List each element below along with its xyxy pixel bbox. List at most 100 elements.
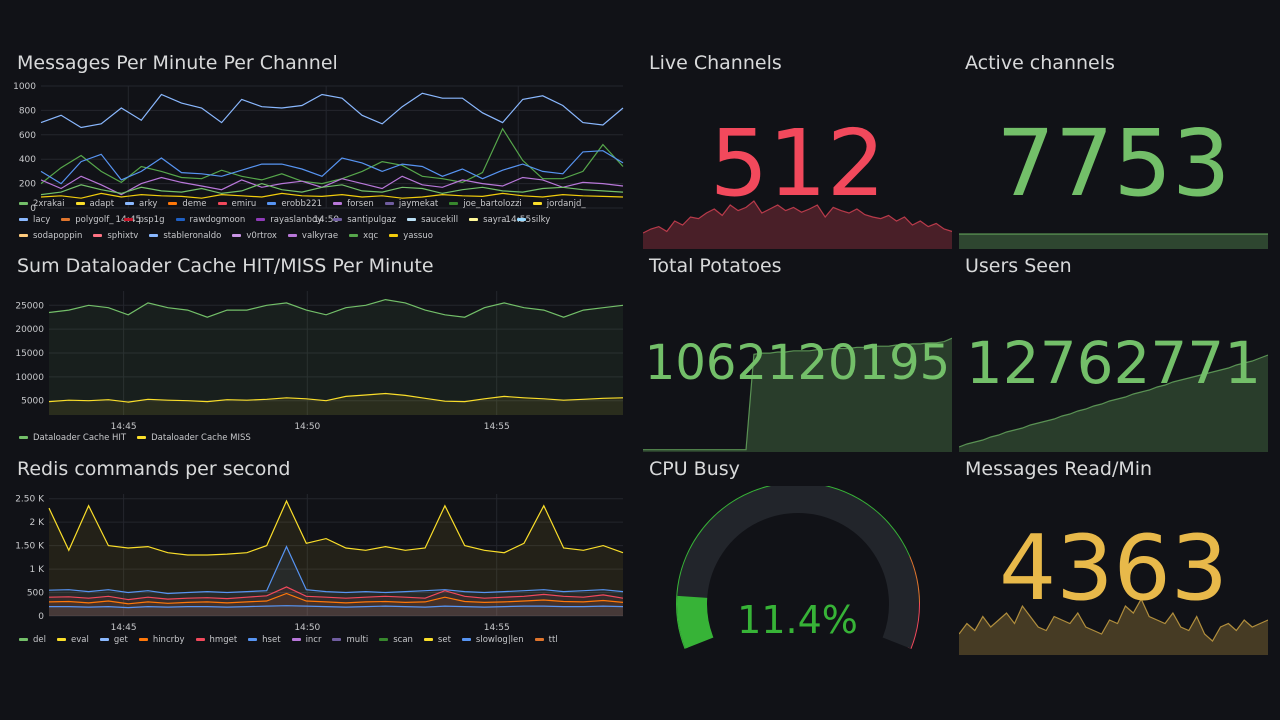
legend-item[interactable]: sayra <box>469 212 506 228</box>
legend-label: rawdogmoon <box>189 215 246 225</box>
x-tick-label: 14:50 <box>294 422 320 432</box>
legend-swatch <box>291 638 301 641</box>
series-area <box>49 501 623 616</box>
legend-item[interactable]: psp1g <box>124 212 165 228</box>
y-tick-label: 500 <box>27 589 44 599</box>
series-line <box>48 392 624 403</box>
panel-redis-commands[interactable]: Redis commands per second 0 500 1 K 1.50 K 2… <box>11 458 631 653</box>
legend-item[interactable]: santipulgaz <box>333 212 396 228</box>
x-tick-label: 14:45 <box>111 623 137 633</box>
redis-commands-chart[interactable]: 0 500 1 K 1.50 K 2 K 2.50 K 14:45 14:50 14:55 <box>11 488 631 648</box>
x-tick-label: 14:45 <box>111 422 137 432</box>
legend-item[interactable]: hincrby <box>138 632 185 648</box>
y-tick-label: 0 <box>30 204 36 214</box>
panel-users-seen[interactable]: Users Seen 12762771 <box>959 255 1268 452</box>
legend-item[interactable]: polygolf_ <box>61 212 113 228</box>
panel-live-channels[interactable]: Live Channels 512 <box>643 52 952 249</box>
legend-item[interactable]: joe_bartolozzi <box>449 196 522 212</box>
legend-item[interactable]: adapt <box>75 196 114 212</box>
dataloader-cache-chart[interactable]: 5000 10000 15000 20000 25000 14:45 14:50 14:55 <box>11 285 631 445</box>
legend-item[interactable]: del <box>19 632 46 648</box>
legend-item[interactable]: Dataloader Cache HIT <box>19 430 126 446</box>
panel-title: Total Potatoes <box>649 255 782 277</box>
panel-title: Messages Per Minute Per Channel <box>17 52 338 74</box>
sparkline-area <box>959 599 1268 655</box>
sparkline-area <box>959 355 1268 452</box>
legend-item[interactable]: lacy <box>19 212 50 228</box>
legend-item[interactable]: incr <box>291 632 321 648</box>
panel-dataloader-cache[interactable]: Sum Dataloader Cache HIT/MISS Per Minute… <box>11 255 631 450</box>
legend-label: sayra <box>483 215 507 225</box>
legend-item[interactable]: hmget <box>195 632 237 648</box>
y-tick-label: 800 <box>19 106 36 116</box>
y-tick-label: 1.50 K <box>15 542 45 552</box>
legend-item[interactable]: yassuo <box>389 228 433 244</box>
panel-active-channels[interactable]: Active channels 7753 <box>959 52 1268 249</box>
legend-item[interactable]: forsen <box>333 196 374 212</box>
legend-swatch <box>19 218 28 221</box>
legend-swatch <box>138 638 148 641</box>
legend-swatch <box>349 234 359 237</box>
live-channels-value: 512 <box>709 110 886 217</box>
legend-label: joe_bartolozzi <box>463 199 522 209</box>
legend-item[interactable]: rayaslanboy <box>256 212 322 228</box>
legend-item[interactable]: multi <box>332 632 368 648</box>
panel-title: Redis commands per second <box>17 458 291 480</box>
panel-total-potatoes[interactable]: Total Potatoes 1062120195 <box>643 255 952 452</box>
y-tick-label: 5000 <box>21 397 44 407</box>
total-potatoes-sparkline <box>643 337 952 452</box>
legend-item[interactable]: eval <box>57 632 89 648</box>
legend-item[interactable]: valkyrae <box>287 228 338 244</box>
series-line <box>40 182 624 196</box>
legend-item[interactable]: deme <box>168 196 207 212</box>
live-channels-sparkline <box>643 200 952 249</box>
legend-swatch <box>449 202 459 205</box>
legend-item[interactable]: 2xrakai <box>19 196 65 212</box>
legend-swatch <box>168 202 178 205</box>
gauge-track <box>677 486 919 649</box>
sparkline-line <box>643 200 952 234</box>
legend-item[interactable]: Dataloader Cache MISS <box>137 430 251 446</box>
redis-legend: del eval get hincrby hmget hset incr multi scan s… <box>19 632 629 648</box>
y-tick-label: 2 K <box>30 518 46 528</box>
legend-item[interactable]: jaymekat <box>384 196 438 212</box>
legend-item[interactable]: arky <box>125 196 157 212</box>
legend-label: lacy <box>33 215 51 225</box>
legend-swatch <box>333 218 343 221</box>
legend-item[interactable]: sphixtv <box>93 228 138 244</box>
legend-item[interactable]: sodapoppin <box>19 228 82 244</box>
legend-item[interactable]: ttl <box>534 632 558 648</box>
legend-label: Dataloader Cache MISS <box>151 433 251 443</box>
legend-item[interactable]: v0rtrox <box>232 228 277 244</box>
legend-item[interactable]: saucekill <box>407 212 458 228</box>
legend-item[interactable]: jordanjd_ <box>532 196 586 212</box>
legend-swatch <box>389 234 399 237</box>
legend-item[interactable]: erobb221 <box>267 196 322 212</box>
legend-item[interactable]: slowlog|len <box>461 632 524 648</box>
panel-title: Live Channels <box>649 52 782 74</box>
x-tick-label: 14:50 <box>294 623 320 633</box>
legend-label: slowlog|len <box>475 635 524 645</box>
panel-title: Users Seen <box>965 255 1072 277</box>
legend-item[interactable]: hset <box>248 632 281 648</box>
panel-messages-per-minute[interactable]: Messages Per Minute Per Channel 0 200 400 6… <box>11 52 631 247</box>
legend-item[interactable]: xqc <box>349 228 378 244</box>
legend-swatch <box>124 218 134 221</box>
legend-item[interactable]: scan <box>379 632 413 648</box>
legend-item[interactable]: set <box>423 632 451 648</box>
legend-item[interactable]: get <box>99 632 128 648</box>
sparkline-line <box>959 354 1268 448</box>
legend-label: silky <box>531 215 551 225</box>
legend-item[interactable]: stableronaldo <box>149 228 221 244</box>
legend-item[interactable]: emiru <box>217 196 256 212</box>
panel-cpu-busy[interactable]: CPU Busy 11.4% <box>643 458 952 655</box>
legend-swatch <box>149 234 159 237</box>
legend-item[interactable]: rawdogmoon <box>175 212 246 228</box>
y-tick-label: 10000 <box>15 373 44 383</box>
panel-messages-read[interactable]: Messages Read/Min 4363 <box>959 458 1268 655</box>
legend-swatch <box>256 218 266 221</box>
legend-label: get <box>113 635 128 645</box>
series-area <box>49 605 623 616</box>
legend-item[interactable]: silky <box>517 212 550 228</box>
